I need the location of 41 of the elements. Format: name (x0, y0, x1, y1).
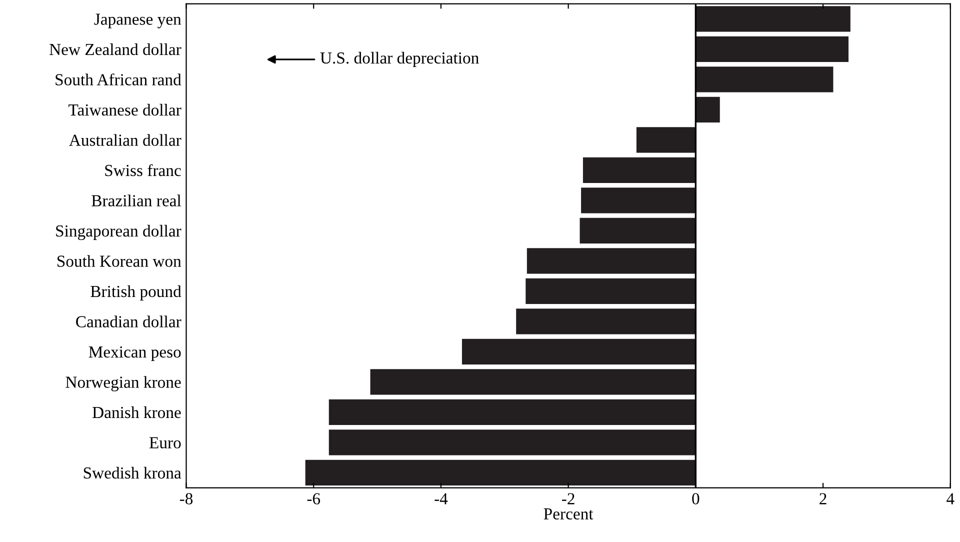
bar (370, 369, 696, 395)
bar (696, 36, 849, 62)
x-tick-label: -4 (434, 493, 448, 504)
x-axis-title: Percent (544, 508, 594, 520)
x-tick-label: -8 (180, 493, 193, 504)
y-tick-label: Mexican peso (88, 346, 181, 362)
bar (696, 96, 720, 123)
x-tick-label: 2 (820, 493, 826, 504)
bar (526, 248, 696, 274)
annotation: U.S. dollar depreciation (320, 52, 479, 68)
bar (516, 308, 696, 334)
y-tick-label: Swedish krona (84, 466, 182, 479)
x-tick-label: -2 (562, 493, 574, 504)
bar (636, 127, 696, 153)
bar (581, 188, 696, 214)
y-tick-label: South Korean won (58, 255, 182, 267)
bar (526, 278, 696, 304)
bar (582, 157, 696, 184)
y-tick-label: Canadian dollar (76, 316, 182, 328)
y-tick-label: Australian dollar (69, 134, 182, 146)
y-tick-label: Taiwanese dollar (68, 104, 182, 116)
bar (696, 6, 850, 32)
x-tick-label: -6 (307, 493, 320, 504)
bar (328, 430, 696, 456)
y-tick-label: Singaporean dollar (56, 224, 182, 240)
y-tick-label: Brazilian real (92, 194, 182, 206)
x-tick-label: 4 (946, 493, 954, 504)
bar (305, 460, 696, 486)
bar (580, 218, 696, 244)
y-tick-label: Swiss franc (105, 164, 181, 176)
bar (696, 66, 834, 92)
x-tick-label: 0 (692, 493, 700, 504)
bar (328, 399, 696, 426)
bar (462, 338, 696, 365)
y-tick-label: New Zealand dollar (50, 43, 182, 56)
y-tick-label: Japanese yen (94, 14, 182, 28)
y-tick-label: South African rand (56, 73, 182, 86)
y-tick-label: Euro (149, 437, 181, 448)
y-tick-label: British pound (90, 285, 182, 301)
y-tick-label: Danish krone (92, 406, 181, 418)
y-tick-label: Norwegian krone (66, 376, 181, 392)
